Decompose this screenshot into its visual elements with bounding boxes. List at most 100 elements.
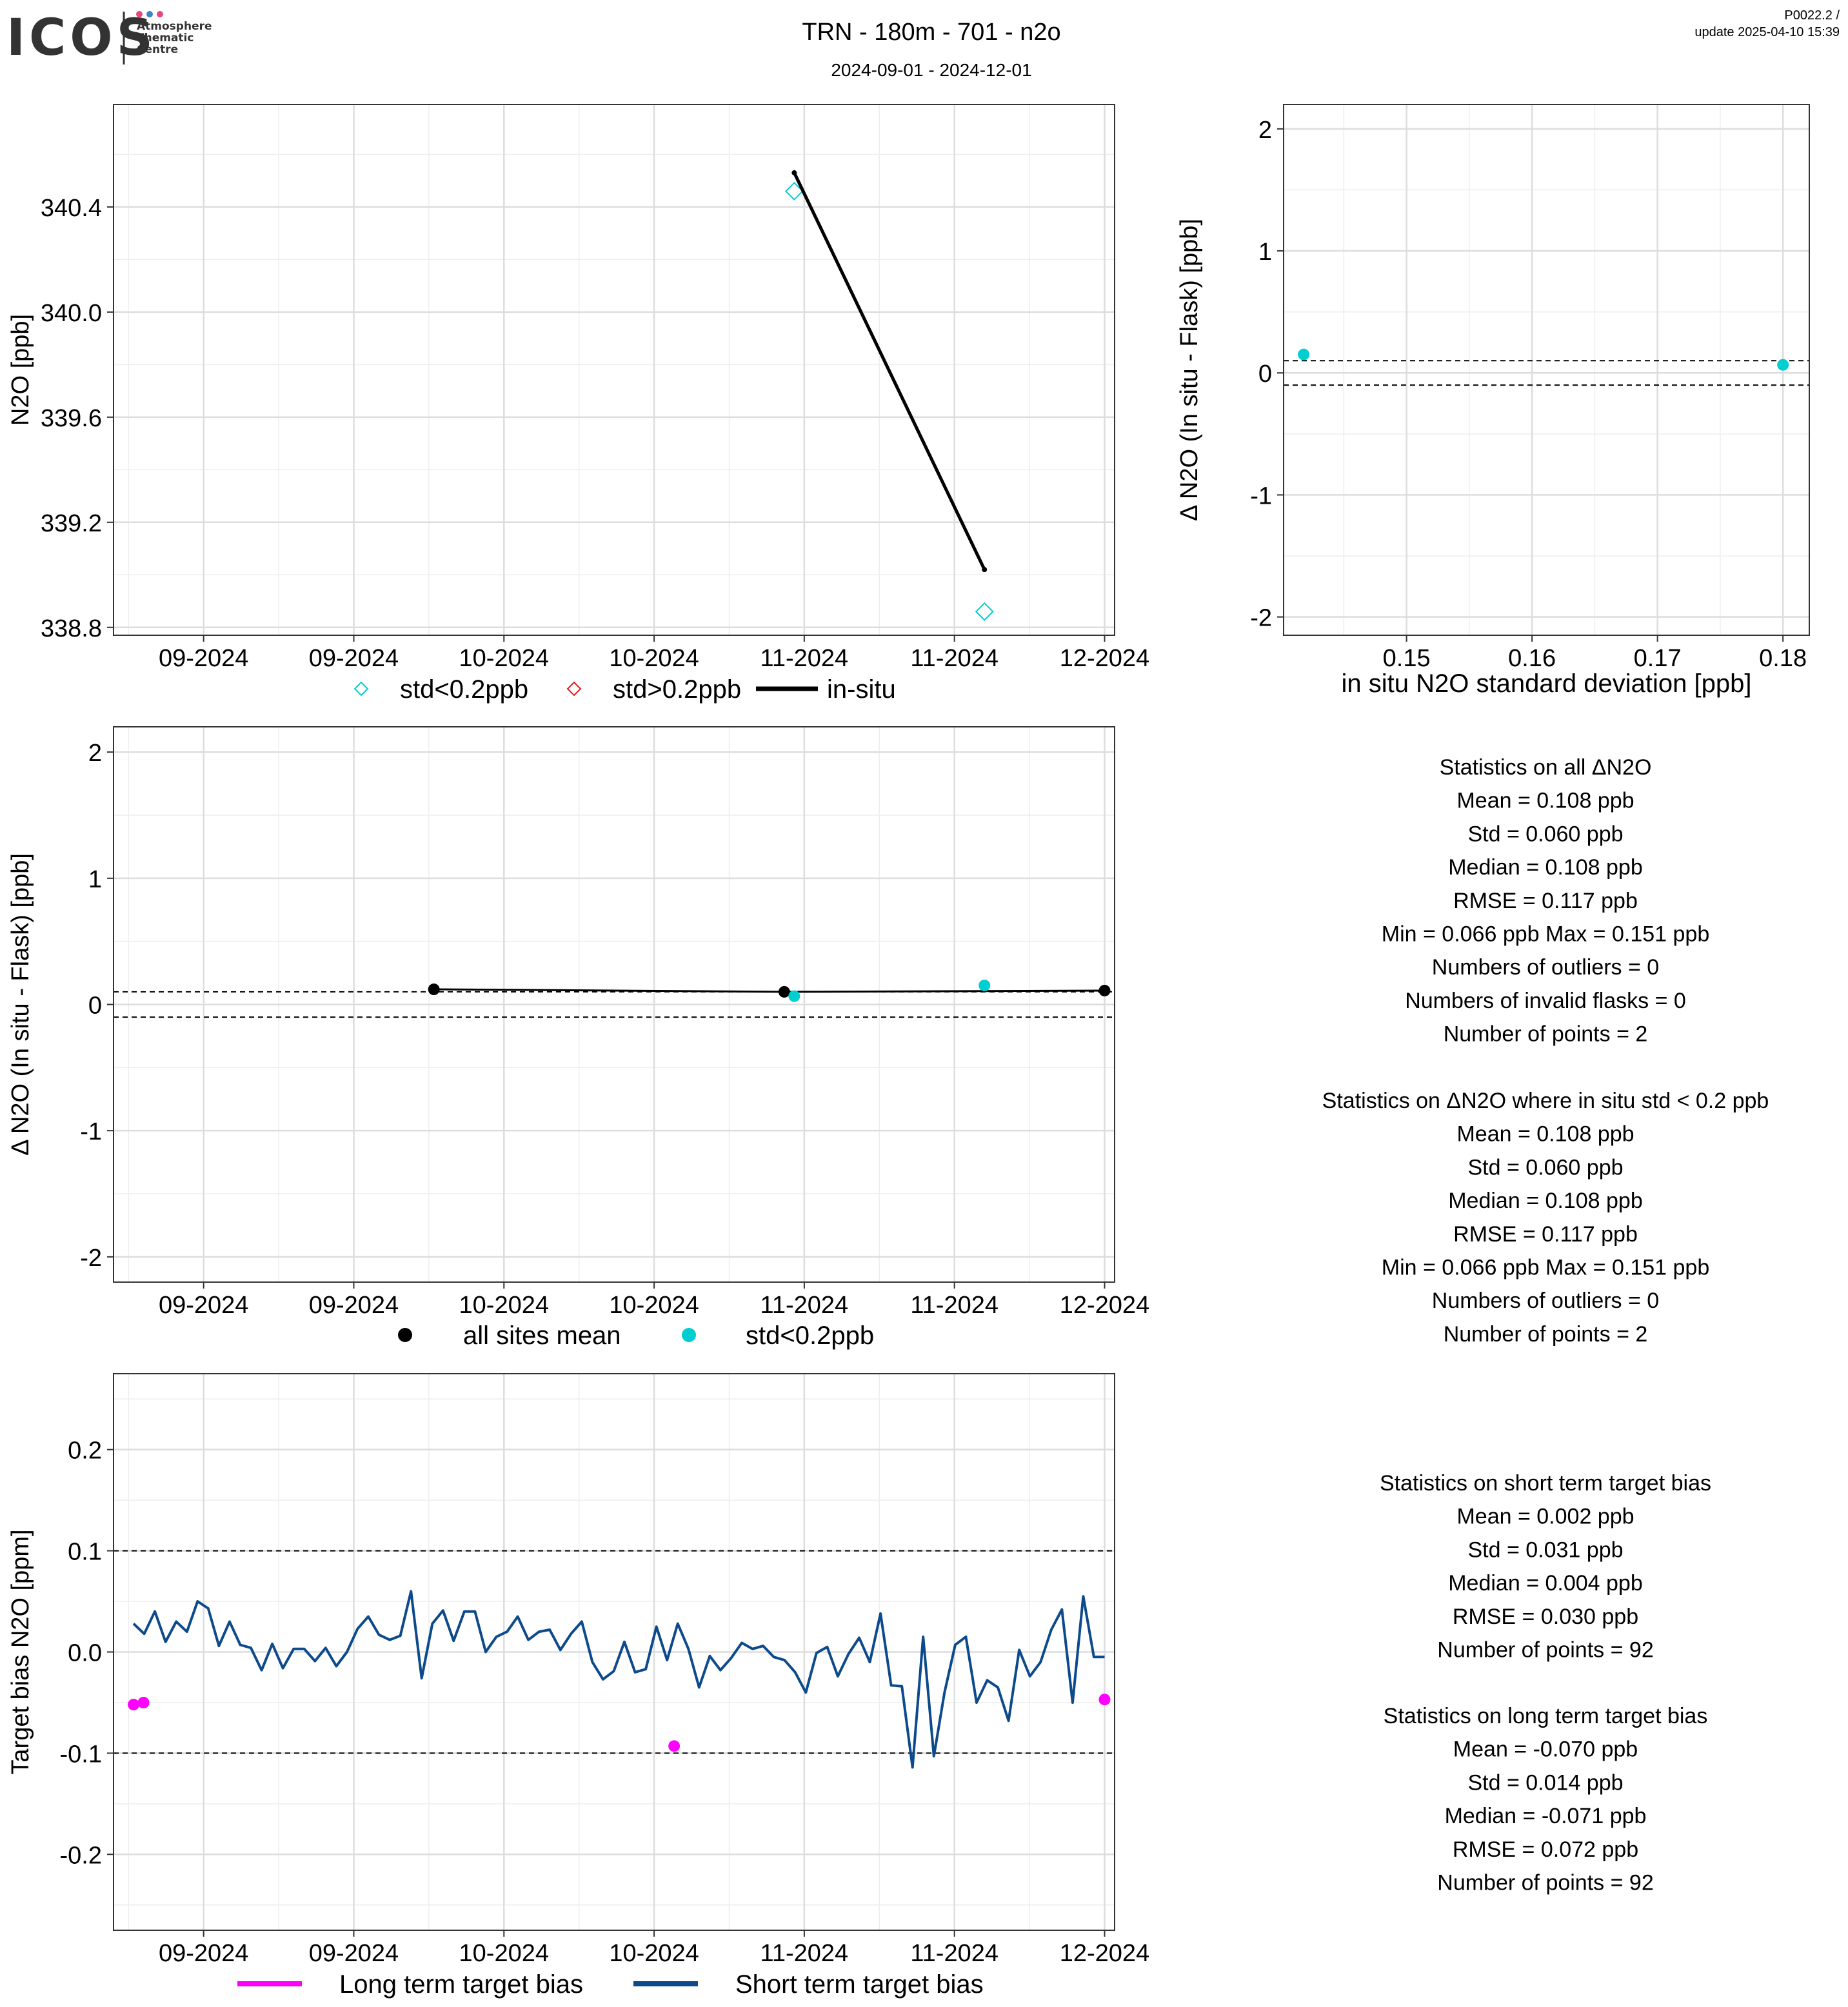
logo-dot-3 — [157, 11, 163, 17]
version-label: P0022.2 / — [1784, 8, 1840, 23]
data-point-diamond — [784, 182, 804, 201]
timeseries-chart: 09-2024 09-2024 10-2024 10-2024 11-2024 11-20… — [7, 104, 1149, 672]
logo-sub-2: Thematic — [137, 32, 194, 44]
stat-line: Std = 0.014 ppb — [1467, 1770, 1623, 1795]
x-tick-label: 11-2024 — [910, 1940, 999, 1967]
data-point — [1098, 984, 1111, 996]
x-tick-label: 10-2024 — [609, 1940, 699, 1967]
x-tick-label: 09-2024 — [159, 1940, 248, 1967]
stat-line: Mean = 0.108 ppb — [1456, 1122, 1634, 1147]
data-point — [668, 1740, 681, 1752]
stat-line: Mean = -0.070 ppb — [1453, 1737, 1638, 1762]
delta-time-chart: 09-2024 09-2024 10-2024 10-2024 11-2024 11-20… — [7, 726, 1149, 1319]
stat-line: Numbers of outliers = 0 — [1432, 1289, 1659, 1313]
stat-line: Number of points = 92 — [1437, 1638, 1653, 1663]
legend-key-red-diamond — [566, 681, 582, 697]
stat-line: Numbers of invalid flasks = 0 — [1405, 989, 1686, 1013]
stat-line: RMSE = 0.117 ppb — [1453, 1222, 1638, 1247]
x-tick-label: 10-2024 — [459, 1940, 549, 1967]
legend-label: std<0.2ppb — [400, 675, 528, 704]
y-tick-label: 0.1 — [68, 1539, 102, 1566]
y-tick-label: -0.2 — [60, 1842, 102, 1869]
x-tick-label: 11-2024 — [760, 1292, 849, 1319]
series-line-0 — [433, 988, 1105, 993]
stat-line: Statistics on short term target bias — [1380, 1471, 1711, 1496]
stat-line: Mean = 0.108 ppb — [1456, 789, 1634, 813]
x-tick-label: 09-2024 — [159, 645, 248, 672]
x-tick-label: 09-2024 — [309, 1940, 399, 1967]
legend-key-cyan-diamond — [353, 681, 369, 697]
target-bias-chart: 09-2024 09-2024 10-2024 10-2024 11-2024 11-20… — [7, 1373, 1149, 1967]
target-bias-legend: Long term target bias Short term target b… — [237, 1970, 984, 1999]
y-axis-title: Δ N2O (In situ - Flask) [ppb] — [1176, 219, 1203, 521]
data-point — [128, 1699, 140, 1711]
stat-line: Number of points = 2 — [1444, 1322, 1648, 1347]
x-tick-label: 11-2024 — [760, 1940, 849, 1967]
y-tick-label: 339.2 — [41, 510, 102, 537]
y-tick-label: 2 — [1258, 117, 1272, 144]
data-point — [788, 990, 800, 1002]
legend-label: in-situ — [827, 675, 896, 704]
x-tick-label: 09-2024 — [309, 1292, 399, 1319]
x-axis-title: in situ N2O standard deviation [ppb] — [1342, 669, 1752, 698]
data-point — [137, 1696, 150, 1708]
data-point — [1298, 348, 1310, 361]
x-tick-label: 11-2024 — [760, 645, 849, 672]
logo-dot-1 — [136, 11, 143, 17]
legend-label: std>0.2ppb — [613, 675, 741, 704]
stat-line: Number of points = 92 — [1437, 1871, 1653, 1895]
update-label: update 2025-04-10 15:39 — [1694, 25, 1840, 39]
data-point — [778, 985, 790, 998]
y-tick-label: 340.0 — [41, 300, 102, 327]
std-scatter-chart: 0.15 0.16 0.17 0.18 -2 -1 0 1 2 Δ N2O (In situ - … — [1176, 104, 1810, 698]
x-tick-label: 11-2024 — [910, 1292, 999, 1319]
stat-line: Median = -0.071 ppb — [1445, 1804, 1647, 1828]
data-point — [428, 984, 440, 996]
y-tick-label: -0.1 — [60, 1741, 102, 1768]
legend-label: Short term target bias — [735, 1970, 984, 1999]
data-point — [979, 979, 991, 991]
y-tick-label: 340.4 — [41, 195, 102, 222]
x-tick-label: 10-2024 — [609, 1292, 699, 1319]
stat-line: RMSE = 0.030 ppb — [1453, 1605, 1638, 1629]
stat-line: RMSE = 0.072 ppb — [1453, 1837, 1638, 1862]
x-tick-label: 0.16 — [1508, 645, 1556, 672]
stat-line: Std = 0.031 ppb — [1467, 1537, 1623, 1562]
stat-line: Statistics on all ΔN2O — [1440, 755, 1652, 780]
delta-time-legend: all sites mean std<0.2ppb — [398, 1321, 874, 1350]
logo-word: ICOS — [6, 9, 157, 67]
series-line-2 — [793, 172, 986, 571]
data-point — [1777, 359, 1789, 371]
legend-label: Long term target bias — [339, 1970, 583, 1999]
y-tick-label: 1 — [88, 866, 102, 893]
stat-line: Std = 0.060 ppb — [1467, 1155, 1623, 1180]
y-axis-title: Δ N2O (In situ - Flask) [ppb] — [7, 853, 34, 1156]
plot-frame — [113, 104, 1115, 636]
y-tick-label: 2 — [88, 740, 102, 767]
series-line-1 — [132, 1590, 1105, 1769]
legend-label: all sites mean — [463, 1321, 621, 1350]
x-tick-label: 09-2024 — [159, 1292, 248, 1319]
plot-frame — [1283, 104, 1810, 636]
data-point — [1098, 1694, 1111, 1706]
y-tick-label: 339.6 — [41, 405, 102, 432]
y-axis-title: N2O [ppb] — [7, 314, 34, 426]
x-tick-label: 10-2024 — [459, 1292, 549, 1319]
y-tick-label: -1 — [1250, 482, 1272, 509]
page-title: TRN - 180m - 701 - n2o — [802, 19, 1060, 46]
legend-label: std<0.2ppb — [746, 1321, 874, 1350]
y-tick-label: 338.8 — [41, 615, 102, 642]
logo-sub-1: Atmosphere — [137, 20, 212, 33]
x-tick-label: 0.18 — [1759, 645, 1807, 672]
stat-line: RMSE = 0.117 ppb — [1453, 889, 1638, 913]
page-subtitle: 2024-09-01 - 2024-12-01 — [831, 60, 1031, 80]
target-statistics: Statistics on short term target bias Mean… — [1380, 1471, 1711, 1895]
data-point-diamond — [975, 602, 994, 621]
y-axis-title: Target bias N2O [ppm] — [7, 1529, 34, 1774]
x-tick-label: 10-2024 — [459, 645, 549, 672]
y-tick-label: 0 — [88, 993, 102, 1020]
stat-line: Numbers of outliers = 0 — [1432, 955, 1659, 980]
x-tick-label: 10-2024 — [609, 645, 699, 672]
x-tick-label: 09-2024 — [309, 645, 399, 672]
